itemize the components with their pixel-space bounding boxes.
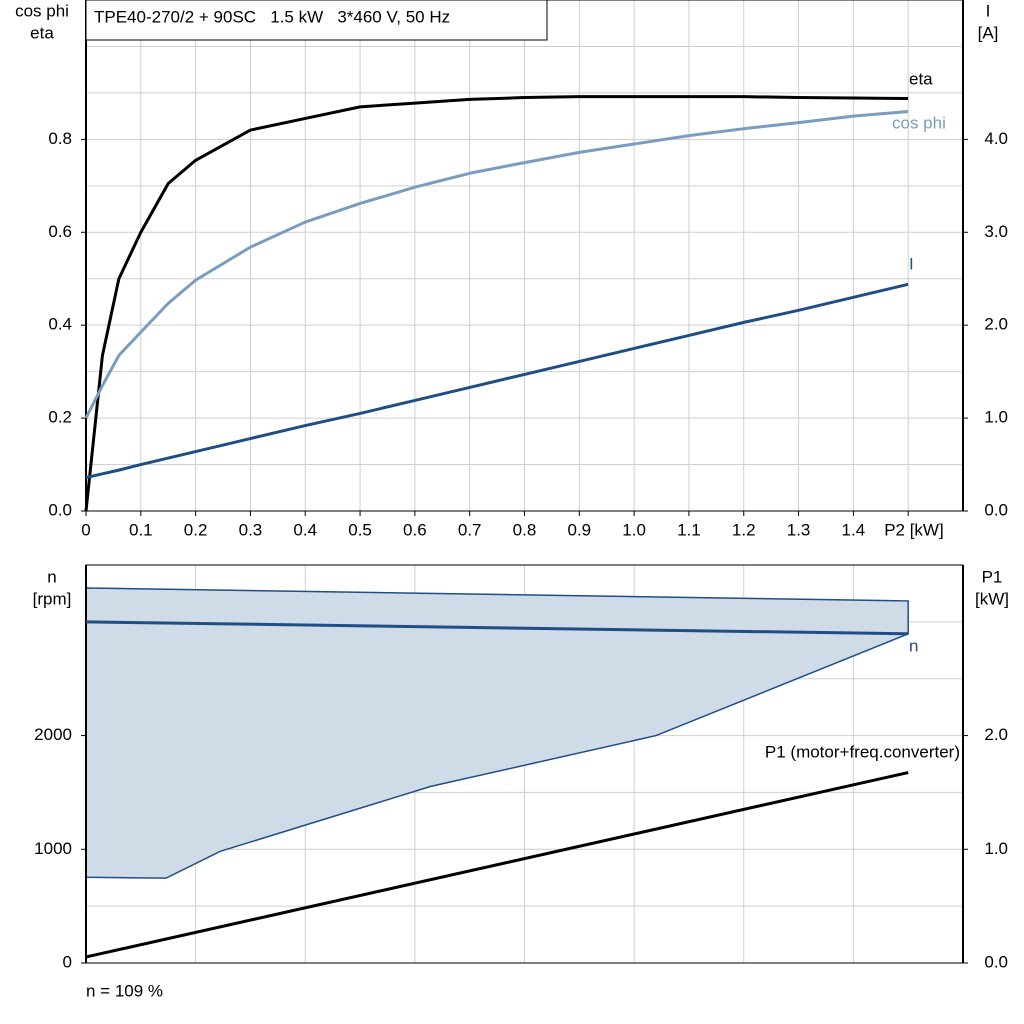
y2-tick-label: 0.0 bbox=[984, 500, 1008, 519]
y-axis-label: eta bbox=[30, 23, 54, 42]
y2-axis-label: P1 bbox=[982, 567, 1003, 586]
y2-axis-label: I bbox=[986, 1, 991, 20]
title-box bbox=[85, 0, 548, 41]
x-tick-label: 0.4 bbox=[293, 520, 317, 539]
x-tick-label: 0 bbox=[81, 520, 90, 539]
y2-tick-label: 4.0 bbox=[984, 129, 1008, 148]
x-tick-label: 0.7 bbox=[458, 520, 482, 539]
y2-tick-label: 2.0 bbox=[984, 315, 1008, 334]
series-label: cos phi bbox=[892, 113, 946, 132]
y-tick-label: 0.6 bbox=[48, 222, 72, 241]
series-line bbox=[84, 95, 909, 512]
x-tick-label: 1.1 bbox=[677, 520, 701, 539]
x-tick-label: 1.4 bbox=[842, 520, 866, 539]
y2-tick-label: 3.0 bbox=[984, 222, 1008, 241]
y-axis-label: cos phi bbox=[15, 1, 69, 20]
y-tick-label: 0.4 bbox=[48, 315, 72, 334]
series-label: P1 (motor+freq.converter) bbox=[765, 742, 960, 761]
series-line bbox=[85, 771, 909, 959]
series-label: n bbox=[909, 636, 918, 655]
x-tick-label: 0.6 bbox=[403, 520, 427, 539]
y2-tick-label: 1.0 bbox=[984, 408, 1008, 427]
x-tick-label: 1.0 bbox=[622, 520, 646, 539]
y-tick-label: 0.2 bbox=[48, 408, 72, 427]
x-tick-label: 1.3 bbox=[787, 520, 811, 539]
x-tick-label: 0.8 bbox=[513, 520, 537, 539]
y-tick-label: 0 bbox=[63, 952, 72, 971]
y2-axis-label: [A] bbox=[978, 23, 999, 42]
x-tick-label: 1.2 bbox=[732, 520, 756, 539]
footnote: n = 109 % bbox=[86, 981, 163, 1000]
chart-title: TPE40-270/2 + 90SC 1.5 kW 3*460 V, 50 Hz bbox=[94, 7, 450, 26]
series-line bbox=[84, 109, 909, 419]
operating-range bbox=[85, 587, 909, 879]
x-tick-label: 0.3 bbox=[239, 520, 263, 539]
series-label: I bbox=[909, 254, 914, 273]
y2-tick-label: 0.0 bbox=[984, 952, 1008, 971]
y2-tick-label: 2.0 bbox=[984, 725, 1008, 744]
y-axis-label: [rpm] bbox=[33, 589, 72, 608]
y-tick-label: 0.0 bbox=[48, 500, 72, 519]
x-tick-label: 0.9 bbox=[567, 520, 591, 539]
y-tick-label: 2000 bbox=[34, 725, 72, 744]
series-line bbox=[85, 282, 909, 480]
series-line bbox=[85, 620, 909, 636]
x-tick-label: 0.5 bbox=[348, 520, 372, 539]
y2-tick-label: 1.0 bbox=[984, 839, 1008, 858]
x-tick-label: P2 [kW] bbox=[884, 520, 944, 539]
y2-axis-label: [kW] bbox=[975, 589, 1009, 608]
x-tick-label: 0.2 bbox=[184, 520, 208, 539]
y-tick-label: 1000 bbox=[34, 839, 72, 858]
y-axis-label: n bbox=[47, 567, 56, 586]
y-tick-label: 0.8 bbox=[48, 129, 72, 148]
series-label: eta bbox=[909, 69, 933, 88]
x-tick-label: 0.1 bbox=[129, 520, 153, 539]
